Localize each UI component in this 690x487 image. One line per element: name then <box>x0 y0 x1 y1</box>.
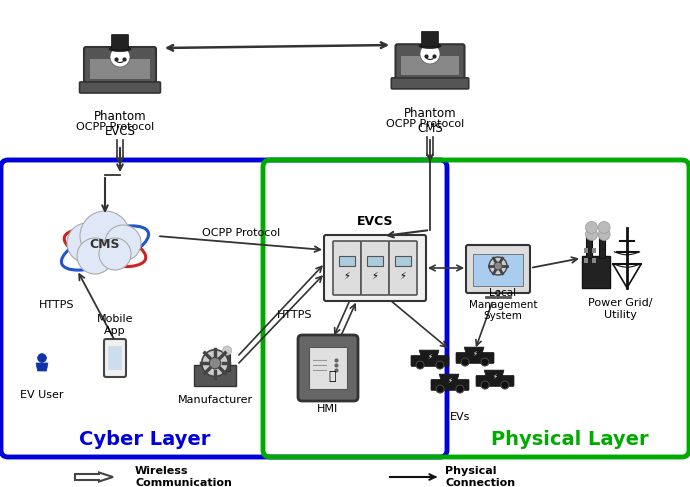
FancyBboxPatch shape <box>361 241 389 295</box>
Text: Cyber Layer: Cyber Layer <box>79 430 210 449</box>
Circle shape <box>420 44 440 64</box>
Bar <box>599 236 605 258</box>
Text: Mobile
App: Mobile App <box>97 315 133 336</box>
FancyBboxPatch shape <box>298 335 358 401</box>
Circle shape <box>105 225 141 261</box>
Bar <box>224 354 230 371</box>
FancyBboxPatch shape <box>389 241 417 295</box>
Text: Physical
Connection: Physical Connection <box>445 466 515 487</box>
FancyBboxPatch shape <box>112 35 128 50</box>
Polygon shape <box>36 363 48 371</box>
FancyArrow shape <box>75 472 113 482</box>
Circle shape <box>37 354 46 362</box>
FancyBboxPatch shape <box>456 353 494 363</box>
Text: Physical Layer: Physical Layer <box>491 430 649 449</box>
Bar <box>592 248 596 253</box>
Text: HTTPS: HTTPS <box>277 310 313 320</box>
Circle shape <box>598 222 610 233</box>
Circle shape <box>598 228 610 241</box>
Circle shape <box>80 211 130 261</box>
Circle shape <box>489 257 507 275</box>
FancyBboxPatch shape <box>422 32 439 46</box>
Polygon shape <box>440 374 459 380</box>
Text: Manufacturer: Manufacturer <box>177 395 253 405</box>
Bar <box>402 56 459 75</box>
FancyBboxPatch shape <box>333 241 361 295</box>
Bar <box>339 256 355 266</box>
Text: OCPP Protocol: OCPP Protocol <box>76 122 154 132</box>
Circle shape <box>77 238 113 274</box>
Circle shape <box>416 361 424 369</box>
FancyBboxPatch shape <box>84 47 156 85</box>
Bar <box>309 347 347 389</box>
Bar <box>592 258 596 263</box>
Bar <box>584 248 588 253</box>
Text: HTTPS: HTTPS <box>39 300 75 310</box>
FancyBboxPatch shape <box>104 339 126 377</box>
Text: EV User: EV User <box>20 390 63 400</box>
Circle shape <box>494 262 502 270</box>
FancyBboxPatch shape <box>79 82 161 93</box>
FancyBboxPatch shape <box>411 356 449 366</box>
Circle shape <box>99 238 131 270</box>
FancyBboxPatch shape <box>324 235 426 301</box>
Circle shape <box>501 381 509 389</box>
FancyBboxPatch shape <box>466 245 530 293</box>
Bar <box>108 346 122 370</box>
Ellipse shape <box>109 46 131 52</box>
FancyBboxPatch shape <box>395 44 464 81</box>
Bar <box>584 258 588 263</box>
Circle shape <box>461 358 469 366</box>
Bar <box>367 256 383 266</box>
Text: OCPP Protocol: OCPP Protocol <box>202 228 280 238</box>
Bar <box>194 365 236 386</box>
Text: ⚡: ⚡ <box>448 378 453 384</box>
Text: OCPP Protocol: OCPP Protocol <box>386 119 464 129</box>
Circle shape <box>436 361 444 369</box>
Text: ⚡: ⚡ <box>371 271 378 281</box>
Polygon shape <box>420 350 439 356</box>
FancyBboxPatch shape <box>476 375 514 386</box>
Text: ⚡: ⚡ <box>400 271 406 281</box>
Circle shape <box>201 350 228 376</box>
Text: ⚡: ⚡ <box>428 355 433 360</box>
Text: Local
Management
System: Local Management System <box>469 288 538 321</box>
Circle shape <box>223 346 232 355</box>
Text: ⚡: ⚡ <box>344 271 351 281</box>
Bar <box>395 256 411 266</box>
Text: Phantom
EVCS: Phantom EVCS <box>94 110 146 138</box>
Circle shape <box>481 358 489 366</box>
Circle shape <box>67 223 107 263</box>
Text: Phantom
CMS: Phantom CMS <box>404 107 456 135</box>
Circle shape <box>456 385 464 393</box>
Text: HMI: HMI <box>317 404 339 414</box>
Bar <box>90 59 150 79</box>
Bar <box>582 256 609 288</box>
Circle shape <box>110 47 130 67</box>
Circle shape <box>586 228 598 241</box>
Text: EVCS: EVCS <box>357 215 393 228</box>
Text: CMS: CMS <box>90 238 120 250</box>
Text: ⚡: ⚡ <box>493 375 497 380</box>
Bar <box>473 254 523 286</box>
Circle shape <box>436 385 444 393</box>
Bar <box>586 236 593 258</box>
Circle shape <box>586 222 598 233</box>
Text: Wireless
Communication: Wireless Communication <box>135 466 232 487</box>
Text: EVs: EVs <box>450 412 470 422</box>
Circle shape <box>481 381 489 389</box>
Text: Power Grid/
Utility: Power Grid/ Utility <box>588 298 652 319</box>
Text: ⚡: ⚡ <box>473 351 477 357</box>
Text: 👆: 👆 <box>328 370 336 382</box>
Polygon shape <box>464 347 484 354</box>
Ellipse shape <box>419 43 441 48</box>
Polygon shape <box>484 370 504 376</box>
FancyBboxPatch shape <box>431 379 469 391</box>
Circle shape <box>209 357 221 369</box>
FancyBboxPatch shape <box>391 78 469 89</box>
